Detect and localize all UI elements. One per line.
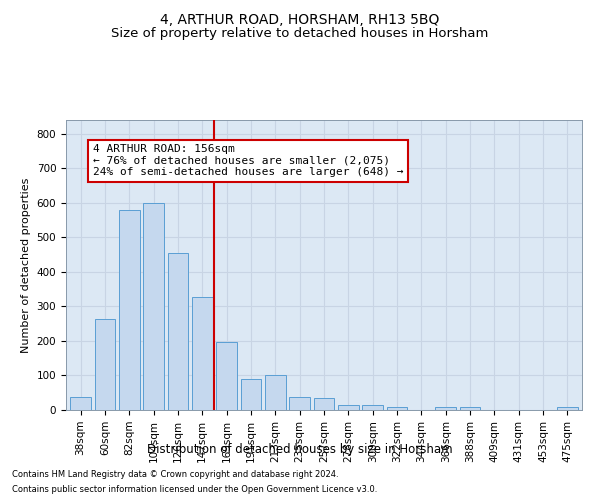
Bar [241,380,262,410]
Text: 4 ARTHUR ROAD: 156sqm
← 76% of detached houses are smaller (2,075)
24% of semi-d: 4 ARTHUR ROAD: 156sqm ← 76% of detached … [93,144,403,178]
Bar [167,254,188,410]
Bar [460,406,481,410]
Bar [192,297,212,410]
Text: Contains public sector information licensed under the Open Government Licence v3: Contains public sector information licen… [12,485,377,494]
Bar [289,397,310,410]
Bar [143,202,164,410]
Bar [265,375,286,410]
Bar [362,405,383,410]
Bar [314,398,334,410]
Bar [557,407,578,410]
Bar [386,406,407,410]
Text: Size of property relative to detached houses in Horsham: Size of property relative to detached ho… [112,28,488,40]
Text: Distribution of detached houses by size in Horsham: Distribution of detached houses by size … [147,442,453,456]
Text: 4, ARTHUR ROAD, HORSHAM, RH13 5BQ: 4, ARTHUR ROAD, HORSHAM, RH13 5BQ [160,12,440,26]
Bar [216,342,237,410]
Y-axis label: Number of detached properties: Number of detached properties [21,178,31,352]
Bar [95,318,115,410]
Bar [70,397,91,410]
Text: Contains HM Land Registry data © Crown copyright and database right 2024.: Contains HM Land Registry data © Crown c… [12,470,338,479]
Bar [436,407,456,410]
Bar [119,210,140,410]
Bar [338,405,359,410]
